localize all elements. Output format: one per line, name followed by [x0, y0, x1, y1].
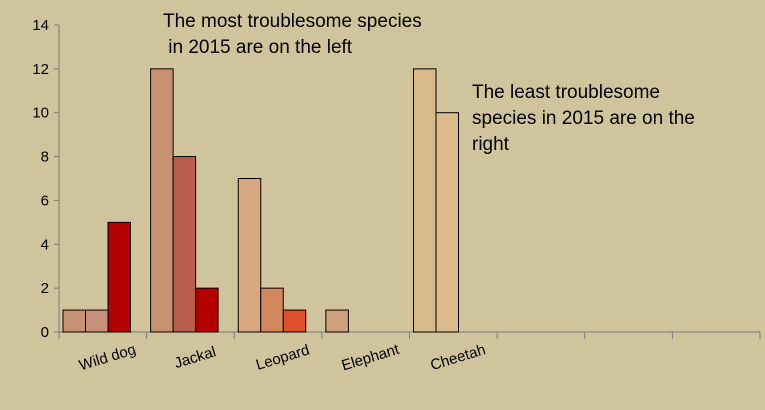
- bar: [150, 68, 174, 333]
- category-label: Leopard: [254, 342, 312, 374]
- bar: [260, 287, 284, 333]
- annotation-line: in 2015 are on the left: [163, 37, 353, 58]
- bar: [435, 112, 459, 333]
- y-tick-label: 6: [41, 192, 49, 209]
- bar: [195, 287, 219, 333]
- category-label: Jackal: [172, 343, 218, 372]
- bar: [413, 68, 437, 333]
- y-tick-label: 0: [41, 324, 49, 341]
- bar: [237, 178, 262, 333]
- y-tick-label: 8: [41, 149, 49, 166]
- bar: [282, 309, 307, 333]
- annotation-line: The most troublesome species: [163, 11, 422, 32]
- y-tick-label: 10: [32, 105, 49, 122]
- annotation-text: The most troublesome species in 2015 are…: [163, 11, 422, 58]
- y-tick-label: 2: [41, 280, 49, 297]
- category-label: Cheetah: [428, 341, 487, 374]
- annotation-line: right: [472, 134, 510, 155]
- category-label: Elephant: [340, 341, 402, 375]
- category-label: Wild dog: [77, 341, 138, 374]
- bar: [85, 309, 109, 333]
- y-tick-label: 4: [41, 236, 49, 253]
- y-tick-label: 12: [32, 61, 49, 78]
- annotation-text: The least troublesome species in 2015 are…: [472, 82, 695, 155]
- annotation-line: species in 2015 are on the: [472, 108, 695, 129]
- bar: [62, 309, 86, 333]
- bar: [172, 156, 197, 333]
- bar: [325, 309, 349, 333]
- annotation-line: The least troublesome: [472, 82, 660, 103]
- y-tick-label: 14: [32, 17, 49, 34]
- bar: [107, 221, 131, 333]
